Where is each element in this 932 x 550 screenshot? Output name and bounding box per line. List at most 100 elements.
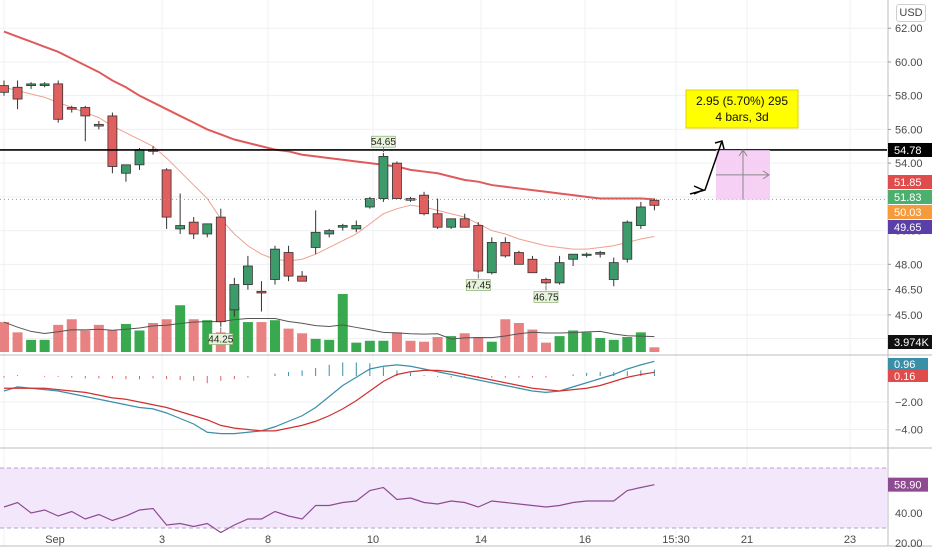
price-tag-bg xyxy=(888,175,932,189)
candle-body xyxy=(581,253,592,256)
candle-body xyxy=(392,162,402,199)
price-tag: 54.78 xyxy=(888,142,932,157)
volume-bar xyxy=(26,339,37,352)
volume-bar xyxy=(581,332,592,352)
rsi-tick-label: 40.00 xyxy=(895,508,923,520)
annotation-box xyxy=(208,333,234,345)
volume-bar xyxy=(188,319,199,352)
candle-body xyxy=(419,194,429,215)
measure-label-bg xyxy=(685,89,799,129)
candle-body xyxy=(270,248,280,280)
price-tag: 51.85 xyxy=(888,175,932,189)
volume-bar xyxy=(486,341,497,352)
candle-body xyxy=(283,252,294,277)
volume-bar xyxy=(161,319,172,352)
volume-bar xyxy=(148,323,159,352)
macd-tag-bg xyxy=(888,358,928,370)
volume-bar xyxy=(432,337,443,352)
price-tag-label: 49.65 xyxy=(894,222,922,234)
candle-body xyxy=(405,198,416,201)
volume-bar xyxy=(297,333,308,352)
candle-body xyxy=(188,221,199,235)
volume-bar xyxy=(527,329,538,352)
time-tick-label: Sep xyxy=(45,534,65,546)
candle-body xyxy=(242,265,253,285)
volume-bar xyxy=(134,330,145,352)
time-tick-label: 15:30 xyxy=(662,534,690,546)
drawings[interactable]: 2.95 (5.70%) 295 4 bars, 3d 54.65 47.45 46.7… xyxy=(0,89,887,346)
candle-body xyxy=(310,231,321,248)
candle-body xyxy=(595,252,606,255)
macd-tag: 0.96 xyxy=(888,358,928,371)
time-tick-label: 21 xyxy=(741,534,753,546)
projection-arrowhead xyxy=(714,140,725,150)
price-axis[interactable]: 62.0060.0058.0056.0054.0052.0050.0048.00… xyxy=(888,23,932,550)
annotation-box xyxy=(533,291,559,303)
measure-arrow xyxy=(738,149,748,157)
volume-bar xyxy=(459,333,470,352)
ma-slow-line xyxy=(3,30,655,201)
candle-body xyxy=(161,169,172,218)
volume-ma-line xyxy=(3,317,655,340)
candle-body xyxy=(53,83,64,120)
price-tag-bg xyxy=(888,220,932,234)
candle-body xyxy=(229,284,240,311)
price-tag-label: 51.85 xyxy=(894,177,922,189)
annotation-box xyxy=(371,135,396,148)
candle-body xyxy=(324,230,335,235)
candle-body xyxy=(446,218,457,228)
rsi-line xyxy=(3,484,655,534)
candle-body xyxy=(514,252,524,265)
candle-body xyxy=(26,83,37,86)
price-tag-label: 3.974K xyxy=(894,337,930,349)
volume-bar xyxy=(107,330,118,352)
price-tag-label: 50.03 xyxy=(894,207,922,219)
currency-badge[interactable]: USD xyxy=(896,4,926,22)
candle-body xyxy=(202,223,213,235)
volume-bar xyxy=(229,307,240,352)
macd-tag-label: 0.16 xyxy=(894,371,915,383)
price-tick-label: 62.00 xyxy=(895,23,923,35)
time-tick-label: 23 xyxy=(844,534,856,546)
macd-tick-label: −2.00 xyxy=(895,397,923,409)
macd-tag: 0.16 xyxy=(888,370,928,383)
candle-body xyxy=(635,206,646,226)
candle-body xyxy=(297,275,308,282)
candle-body xyxy=(473,225,484,272)
price-tag: 50.03 xyxy=(888,205,932,219)
candle-body xyxy=(351,225,362,230)
volume-bar xyxy=(595,337,606,352)
time-tick-label: 10 xyxy=(367,534,379,546)
rsi-pane xyxy=(0,467,887,534)
price-tag: 51.83 xyxy=(888,190,932,204)
price-tag-label: 54.78 xyxy=(894,145,922,157)
measure-arrow xyxy=(762,170,770,180)
candle-body xyxy=(364,198,375,208)
volume-bar xyxy=(202,320,213,352)
candle-body xyxy=(459,218,470,228)
candle-body xyxy=(554,262,565,284)
macd-pane xyxy=(0,360,887,435)
candle-body xyxy=(107,115,118,167)
time-tick-label: 14 xyxy=(475,534,487,546)
rsi-tag: 58.90 xyxy=(888,477,928,492)
price-tag-bg xyxy=(888,142,932,157)
annotation-box xyxy=(465,279,491,291)
volume-bar xyxy=(364,340,375,352)
candles[interactable] xyxy=(0,80,660,327)
measure-label: 2.95 (5.70%) 295 4 bars, 3d xyxy=(685,89,799,129)
volume-bar xyxy=(120,323,131,352)
volume-bar xyxy=(391,332,402,352)
candle-body xyxy=(12,86,23,100)
volume-bar xyxy=(242,322,253,352)
time-axis[interactable]: Sep 3 8 10 14 16 15:30 21 23 xyxy=(45,534,856,546)
price-tag-bg xyxy=(888,190,932,204)
price-tick-label: 46.50 xyxy=(895,285,923,297)
rsi-band xyxy=(0,468,887,528)
volume-bar xyxy=(53,324,64,352)
volume-bar xyxy=(473,337,484,352)
volume-bar xyxy=(310,338,321,352)
candle-body xyxy=(80,107,91,117)
